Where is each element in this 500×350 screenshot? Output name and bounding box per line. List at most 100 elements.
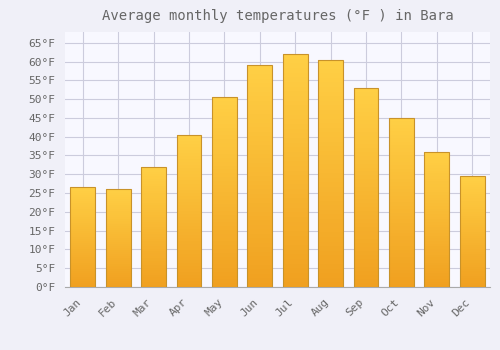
Bar (460, 236, 484, 238)
Bar (106, 211, 130, 213)
Bar (460, 223, 484, 225)
Bar (460, 258, 484, 260)
Bar (318, 110, 343, 114)
Bar (389, 253, 414, 257)
Bar (106, 281, 130, 283)
Bar (460, 205, 484, 207)
Bar (70, 229, 95, 231)
Bar (424, 190, 450, 192)
Bar (389, 240, 414, 243)
Bar (141, 184, 166, 186)
Bar (176, 177, 202, 181)
Bar (248, 110, 272, 114)
Bar (141, 248, 166, 251)
Bar (318, 82, 343, 87)
Bar (106, 219, 130, 220)
Bar (212, 268, 237, 272)
Bar (460, 252, 484, 254)
Bar (318, 164, 343, 169)
Bar (424, 217, 450, 219)
Bar (70, 281, 95, 283)
Bar (389, 162, 414, 165)
Bar (460, 278, 484, 280)
Bar (141, 191, 166, 193)
Bar (212, 108, 237, 112)
Bar (141, 268, 166, 270)
Bar (70, 241, 95, 243)
Bar (389, 270, 414, 273)
Bar (70, 233, 95, 235)
Bar (389, 165, 414, 169)
Bar (389, 128, 414, 132)
Bar (176, 241, 202, 244)
Bar (424, 160, 450, 162)
Bar (283, 54, 308, 59)
Bar (283, 119, 308, 124)
Bar (389, 263, 414, 267)
Bar (106, 264, 130, 266)
Bar (106, 246, 130, 248)
Bar (106, 189, 130, 287)
Bar (318, 246, 343, 251)
Bar (141, 220, 166, 222)
Bar (460, 285, 484, 287)
Bar (70, 267, 95, 269)
Bar (106, 256, 130, 258)
Bar (176, 135, 202, 138)
Bar (106, 285, 130, 287)
Bar (106, 191, 130, 193)
Bar (354, 116, 378, 120)
Bar (424, 198, 450, 201)
Bar (424, 260, 450, 262)
Bar (70, 213, 95, 215)
Bar (176, 135, 202, 287)
Bar (389, 219, 414, 223)
Bar (460, 181, 484, 183)
Bar (389, 246, 414, 250)
Bar (460, 212, 484, 214)
Bar (460, 187, 484, 189)
Bar (141, 244, 166, 246)
Bar (248, 154, 272, 159)
Bar (460, 269, 484, 272)
Bar (106, 220, 130, 223)
Bar (318, 155, 343, 160)
Bar (248, 189, 272, 194)
Bar (212, 116, 237, 120)
Bar (354, 223, 378, 227)
Bar (354, 279, 378, 283)
Bar (106, 224, 130, 226)
Bar (141, 224, 166, 227)
Bar (354, 235, 378, 239)
Bar (318, 173, 343, 178)
Bar (212, 166, 237, 169)
Bar (318, 260, 343, 264)
Bar (318, 91, 343, 96)
Bar (318, 210, 343, 214)
Bar (212, 173, 237, 177)
Bar (424, 257, 450, 260)
Bar (460, 176, 484, 287)
Bar (248, 74, 272, 79)
Bar (176, 150, 202, 153)
Bar (283, 250, 308, 254)
Bar (248, 203, 272, 207)
Bar (424, 203, 450, 206)
Bar (389, 118, 414, 287)
Bar (354, 163, 378, 168)
Bar (248, 207, 272, 212)
Bar (389, 155, 414, 159)
Bar (212, 154, 237, 158)
Bar (283, 208, 308, 212)
Bar (460, 214, 484, 216)
Bar (424, 154, 450, 157)
Bar (212, 272, 237, 275)
Bar (212, 211, 237, 215)
Bar (70, 215, 95, 217)
Bar (106, 267, 130, 270)
Bar (176, 238, 202, 242)
Bar (176, 229, 202, 232)
Bar (212, 128, 237, 131)
Bar (354, 215, 378, 219)
Bar (318, 73, 343, 78)
